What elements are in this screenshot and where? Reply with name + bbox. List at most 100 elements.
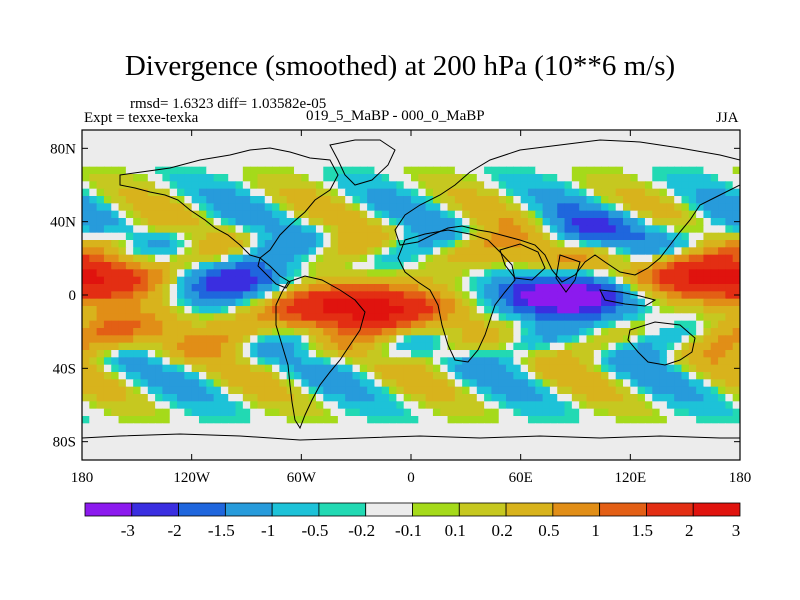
field-cell xyxy=(220,240,229,248)
field-cell xyxy=(279,152,288,160)
colorbar-label: -1.5 xyxy=(208,521,235,540)
field-cell xyxy=(308,188,317,197)
field-cell xyxy=(652,137,661,146)
field-cell xyxy=(235,445,244,454)
field-cell xyxy=(111,166,120,175)
field-cell xyxy=(381,130,390,138)
field-cell xyxy=(666,254,675,263)
field-cell xyxy=(454,166,463,175)
field-cell xyxy=(250,218,259,226)
field-cell xyxy=(235,416,244,424)
field-cell xyxy=(162,401,171,410)
field-cell xyxy=(315,232,324,241)
field-cell xyxy=(571,247,580,256)
field-cell xyxy=(206,130,215,138)
field-cell xyxy=(542,159,551,168)
field-cell xyxy=(272,372,280,380)
field-cell xyxy=(184,298,193,307)
field-cell xyxy=(396,137,405,146)
field-cell xyxy=(184,218,193,226)
field-cell xyxy=(476,181,485,190)
field-cell xyxy=(89,166,98,175)
field-cell xyxy=(272,262,280,270)
field-cell xyxy=(272,350,280,358)
field-cell xyxy=(601,291,609,300)
field-cell xyxy=(520,174,529,182)
field-cell xyxy=(688,386,697,395)
field-cell xyxy=(125,291,134,300)
field-cell xyxy=(242,408,251,417)
field-cell xyxy=(608,247,617,256)
field-cell xyxy=(111,394,120,402)
field-cell xyxy=(535,188,544,197)
field-cell xyxy=(652,313,661,322)
field-cell xyxy=(696,445,705,454)
field-cell xyxy=(308,313,317,322)
field-cell xyxy=(601,357,609,366)
field-cell xyxy=(527,196,536,204)
colorbar-swatch xyxy=(271,502,320,517)
field-cell xyxy=(103,401,112,410)
field-cell xyxy=(315,335,324,344)
field-cell xyxy=(411,210,419,219)
field-cell xyxy=(718,401,726,410)
field-cell xyxy=(184,269,193,278)
field-cell xyxy=(527,386,536,395)
field-cell xyxy=(571,218,580,226)
field-cell xyxy=(381,240,390,248)
field-cell xyxy=(549,144,558,153)
field-cell xyxy=(359,137,368,146)
field-cell xyxy=(213,335,222,344)
field-cell xyxy=(623,298,631,307)
field-cell xyxy=(169,232,178,241)
field-cell xyxy=(425,401,434,410)
field-cell xyxy=(623,364,631,373)
colorbar-swatch xyxy=(505,502,554,517)
field-cell xyxy=(520,408,529,417)
field-cell xyxy=(330,188,339,197)
field-cell xyxy=(586,401,595,410)
field-cell xyxy=(330,386,339,395)
field-cell xyxy=(484,210,493,219)
field-cell xyxy=(637,166,646,175)
field-cell xyxy=(425,408,434,417)
field-cell xyxy=(279,232,288,241)
field-cell xyxy=(440,452,449,460)
field-cell xyxy=(549,357,558,366)
field-cell xyxy=(520,130,529,138)
field-cell xyxy=(666,232,675,241)
field-cell xyxy=(447,159,456,168)
field-cell xyxy=(696,130,705,138)
field-cell xyxy=(162,342,171,351)
field-cell xyxy=(681,438,690,446)
field-cell xyxy=(674,438,683,446)
field-cell xyxy=(381,181,390,190)
field-cell xyxy=(579,357,588,366)
field-cell xyxy=(272,240,280,248)
field-cell xyxy=(732,342,740,351)
field-cell xyxy=(593,386,602,395)
field-cell xyxy=(513,320,522,329)
field-cell xyxy=(454,372,463,380)
field-cell xyxy=(147,313,156,322)
field-cell xyxy=(725,166,734,175)
field-cell xyxy=(213,276,222,285)
field-cell xyxy=(206,320,215,329)
field-cell xyxy=(520,196,529,204)
field-cell xyxy=(527,218,536,226)
field-cell xyxy=(257,320,266,329)
field-cell xyxy=(111,452,120,460)
field-cell xyxy=(520,232,529,241)
field-cell xyxy=(140,438,149,446)
field-cell xyxy=(513,335,522,344)
colorbar-label: -1 xyxy=(261,521,275,540)
field-cell xyxy=(220,342,229,351)
field-cell xyxy=(257,276,266,285)
field-cell xyxy=(454,232,463,241)
field-cell xyxy=(264,269,273,278)
field-cell xyxy=(718,394,726,402)
field-cell xyxy=(557,232,566,241)
field-cell xyxy=(557,320,566,329)
field-cell xyxy=(206,284,215,292)
field-cell xyxy=(579,254,588,263)
